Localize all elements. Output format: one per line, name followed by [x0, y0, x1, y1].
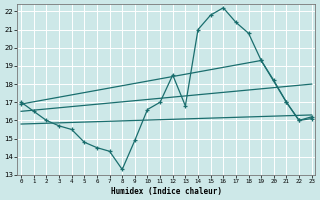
- X-axis label: Humidex (Indice chaleur): Humidex (Indice chaleur): [111, 187, 222, 196]
